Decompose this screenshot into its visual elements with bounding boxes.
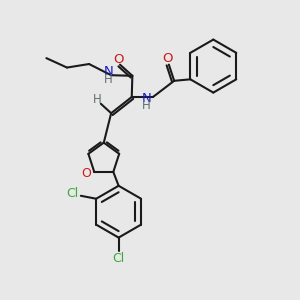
Text: H: H bbox=[93, 93, 102, 106]
Text: O: O bbox=[82, 167, 92, 180]
Text: O: O bbox=[162, 52, 172, 65]
Text: N: N bbox=[103, 65, 113, 78]
Text: Cl: Cl bbox=[67, 187, 79, 200]
Text: H: H bbox=[142, 99, 151, 112]
Text: N: N bbox=[142, 92, 152, 105]
Text: Cl: Cl bbox=[112, 252, 125, 265]
Text: O: O bbox=[113, 53, 124, 66]
Text: H: H bbox=[104, 73, 112, 86]
